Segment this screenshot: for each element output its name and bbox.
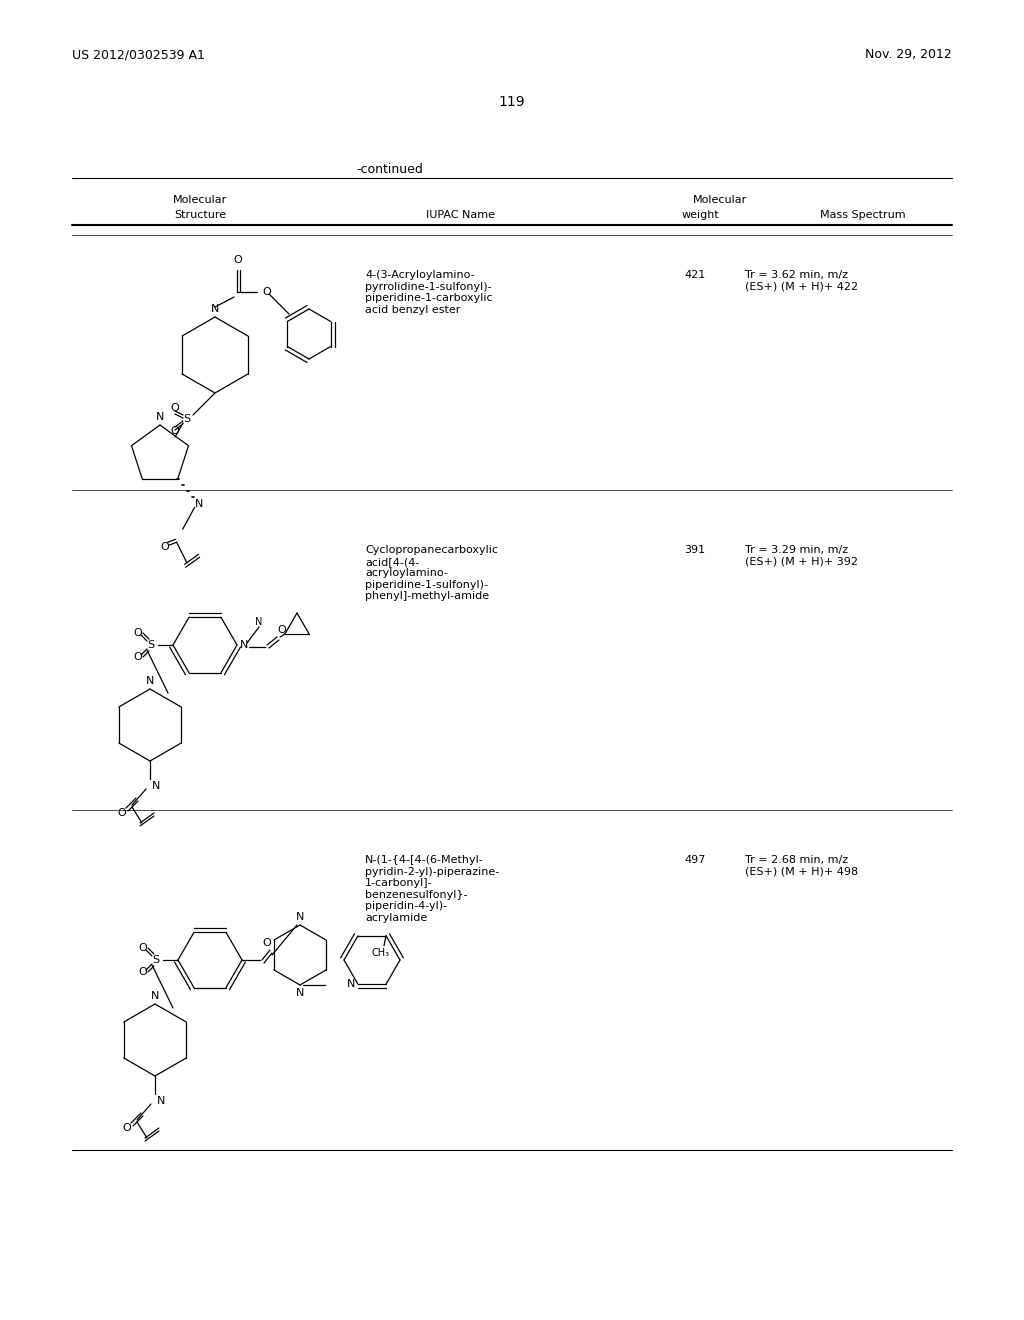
Text: 497: 497 <box>684 855 706 865</box>
Text: S: S <box>183 414 190 424</box>
Text: N-(1-{4-[4-(6-Methyl-
pyridin-2-yl)-piperazine-
1-carbonyl]-
benzenesulfonyl}-
p: N-(1-{4-[4-(6-Methyl- pyridin-2-yl)-pipe… <box>365 855 500 923</box>
Text: 391: 391 <box>684 545 706 554</box>
Text: N: N <box>156 412 164 422</box>
Text: N: N <box>152 781 161 791</box>
Text: O: O <box>262 939 271 948</box>
Text: -continued: -continued <box>356 162 424 176</box>
Text: N: N <box>347 979 355 989</box>
Text: N: N <box>145 676 155 686</box>
Text: O: O <box>171 426 179 436</box>
Text: N: N <box>211 304 219 314</box>
Text: Tr = 3.29 min, m/z
(ES+) (M + H)+ 392: Tr = 3.29 min, m/z (ES+) (M + H)+ 392 <box>745 545 858 566</box>
Text: O: O <box>133 652 142 663</box>
Text: 119: 119 <box>499 95 525 110</box>
Text: O: O <box>233 255 243 265</box>
Text: O: O <box>161 543 169 552</box>
Text: N: N <box>240 640 249 649</box>
Text: O: O <box>138 942 147 953</box>
Text: CH₃: CH₃ <box>372 948 390 958</box>
Text: weight: weight <box>681 210 719 220</box>
Text: O: O <box>123 1123 131 1133</box>
Text: S: S <box>147 640 155 649</box>
Text: N: N <box>157 1096 165 1106</box>
Text: Structure: Structure <box>174 210 226 220</box>
Text: O: O <box>133 628 142 638</box>
Text: US 2012/0302539 A1: US 2012/0302539 A1 <box>72 48 205 61</box>
Text: O: O <box>171 403 179 413</box>
Text: Tr = 2.68 min, m/z
(ES+) (M + H)+ 498: Tr = 2.68 min, m/z (ES+) (M + H)+ 498 <box>745 855 858 876</box>
Text: N: N <box>296 912 304 921</box>
Text: O: O <box>118 808 126 818</box>
Text: N: N <box>296 987 304 998</box>
Text: O: O <box>138 968 147 977</box>
Text: N: N <box>151 991 159 1001</box>
Text: Nov. 29, 2012: Nov. 29, 2012 <box>865 48 952 61</box>
Text: N: N <box>255 616 262 627</box>
Text: IUPAC Name: IUPAC Name <box>426 210 495 220</box>
Text: 4-(3-Acryloylamino-
pyrrolidine-1-sulfonyl)-
piperidine-1-carboxylic
acid benzyl: 4-(3-Acryloylamino- pyrrolidine-1-sulfon… <box>365 271 493 314</box>
Text: Mass Spectrum: Mass Spectrum <box>820 210 905 220</box>
Text: Molecular: Molecular <box>173 195 227 205</box>
Text: O: O <box>278 624 287 635</box>
Text: 421: 421 <box>684 271 706 280</box>
Text: N: N <box>195 499 203 510</box>
Text: Cyclopropanecarboxylic
acid[4-(4-
acryloylamino-
piperidine-1-sulfonyl)-
phenyl]: Cyclopropanecarboxylic acid[4-(4- acrylo… <box>365 545 498 602</box>
Text: Tr = 3.62 min, m/z
(ES+) (M + H)+ 422: Tr = 3.62 min, m/z (ES+) (M + H)+ 422 <box>745 271 858 292</box>
Text: S: S <box>153 954 160 965</box>
Text: Molecular: Molecular <box>693 195 748 205</box>
Text: O: O <box>262 286 270 297</box>
